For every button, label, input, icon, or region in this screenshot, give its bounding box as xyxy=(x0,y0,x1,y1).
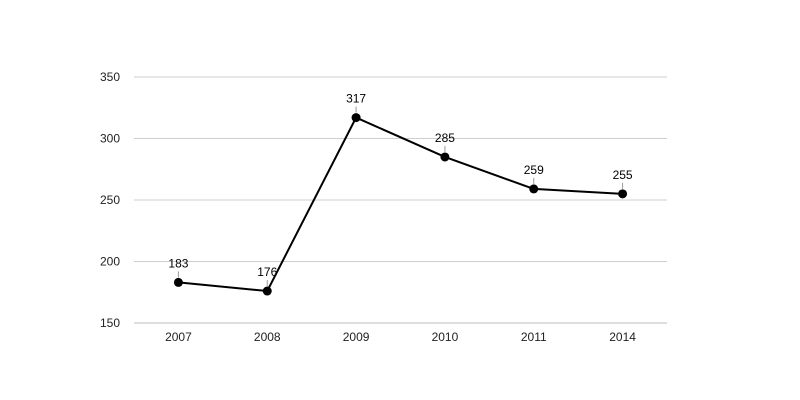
x-tick-label-2007: 2007 xyxy=(165,330,192,344)
series-layer xyxy=(173,113,628,296)
y-tick-label-200: 200 xyxy=(100,255,120,269)
data-label-2008: 176 xyxy=(257,265,277,279)
x-tick-label-2010: 2010 xyxy=(432,330,459,344)
label-layer: 183 176 317 285 259 255 xyxy=(168,92,633,287)
data-label-2009: 317 xyxy=(346,92,366,106)
y-tick-label-300: 300 xyxy=(100,132,120,146)
x-tick-label-2014: 2014 xyxy=(609,330,636,344)
data-point-2014 xyxy=(618,189,628,199)
data-point-2010 xyxy=(440,152,450,162)
y-tick-label-350: 350 xyxy=(100,70,120,84)
x-tick-label-2011: 2011 xyxy=(521,330,547,344)
data-point-2008 xyxy=(262,286,272,296)
data-label-2010: 285 xyxy=(435,131,455,145)
x-tick-label-2008: 2008 xyxy=(254,330,281,344)
data-point-2011 xyxy=(529,184,539,194)
data-label-2014: 255 xyxy=(613,168,633,182)
data-label-2007: 183 xyxy=(168,256,188,270)
axis-layer: 150 200 250 300 350 2007 2008 2009 2010 2011 2014 xyxy=(100,70,667,344)
x-tick-label-2009: 2009 xyxy=(343,330,370,344)
data-point-2007 xyxy=(173,277,183,287)
y-tick-label-250: 250 xyxy=(100,193,120,207)
y-tick-label-150: 150 xyxy=(100,316,120,330)
data-point-2009 xyxy=(351,113,361,123)
series-line-0 xyxy=(178,116,623,293)
grid-layer xyxy=(134,76,667,262)
data-label-2011: 259 xyxy=(524,163,544,177)
